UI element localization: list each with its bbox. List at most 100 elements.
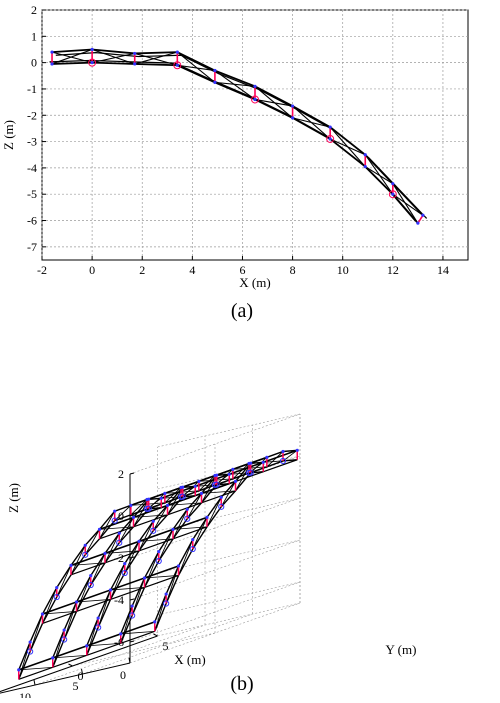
node-marker bbox=[253, 97, 257, 102]
hub-marker bbox=[87, 581, 94, 589]
y-tick-label: -5 bbox=[27, 187, 37, 201]
hub-marker bbox=[247, 469, 254, 476]
x-tick-label: -2 bbox=[37, 263, 47, 277]
x-tick-label: 0 bbox=[120, 668, 126, 682]
z-tick-mark bbox=[129, 472, 135, 475]
plot-a-xlabel: X (m) bbox=[239, 275, 270, 290]
node-marker bbox=[199, 491, 204, 495]
transverse-diagonal bbox=[172, 526, 208, 530]
hub-marker bbox=[184, 515, 191, 522]
axis-edge-x bbox=[0, 662, 131, 694]
node-marker bbox=[69, 563, 73, 568]
node-marker bbox=[175, 50, 179, 54]
node-marker bbox=[197, 479, 201, 483]
transverse-diagonal bbox=[86, 642, 121, 647]
arch-diagonal bbox=[186, 493, 202, 519]
diagonal-member bbox=[91, 48, 135, 65]
node-marker bbox=[253, 84, 257, 88]
node-marker bbox=[129, 503, 133, 507]
node-marker bbox=[191, 538, 195, 542]
diagonal-member bbox=[254, 98, 293, 107]
z-tick-label: -4 bbox=[114, 593, 124, 607]
transverse-diagonal bbox=[99, 526, 134, 530]
node-marker bbox=[193, 484, 197, 488]
y-tick-label: -6 bbox=[27, 214, 37, 228]
node-marker bbox=[85, 644, 89, 648]
diagonal-member bbox=[134, 52, 178, 66]
arch-diagonal bbox=[131, 577, 145, 616]
hub-marker bbox=[145, 505, 152, 512]
y-tick-label: 2 bbox=[31, 3, 37, 17]
hub-marker bbox=[155, 557, 162, 565]
node-marker bbox=[96, 616, 100, 620]
node-marker bbox=[231, 467, 235, 471]
node-marker bbox=[51, 656, 55, 660]
node-marker bbox=[261, 460, 265, 464]
arch-diagonal bbox=[56, 565, 72, 598]
transverse-diagonal bbox=[133, 514, 168, 518]
arch-diagonal bbox=[70, 545, 86, 576]
node-marker bbox=[295, 448, 299, 452]
diagonal-member bbox=[134, 51, 178, 65]
node-marker bbox=[133, 51, 137, 56]
hub-marker bbox=[179, 493, 186, 500]
node-marker bbox=[83, 543, 87, 547]
node-marker bbox=[90, 47, 94, 52]
node-marker bbox=[164, 592, 168, 596]
node-marker bbox=[74, 600, 79, 604]
arch-diagonal bbox=[42, 587, 58, 624]
grid-line bbox=[157, 413, 301, 448]
node-marker bbox=[157, 550, 161, 554]
node-marker bbox=[363, 153, 367, 157]
node-marker bbox=[89, 574, 93, 578]
hub-marker bbox=[388, 190, 397, 199]
node-marker bbox=[215, 473, 219, 477]
arch-diagonal bbox=[84, 529, 100, 555]
x-tick-label: 4 bbox=[189, 263, 195, 277]
hub-marker bbox=[27, 648, 34, 655]
node-marker bbox=[117, 531, 121, 535]
arch-diagonal bbox=[172, 509, 188, 540]
arch-diagonal bbox=[216, 469, 234, 485]
diagonal-member bbox=[292, 117, 331, 128]
node-marker bbox=[265, 455, 269, 459]
node-marker bbox=[281, 449, 285, 454]
node-marker bbox=[175, 63, 179, 67]
node-marker bbox=[159, 496, 163, 500]
grid-line bbox=[72, 632, 216, 667]
hub-marker bbox=[251, 95, 259, 104]
panel-b-3d-view: 20-2-4-6051015-505 Z (m) X (m) Y (m) (b) bbox=[0, 413, 416, 703]
y-tick-label: 1 bbox=[31, 29, 37, 43]
node-marker bbox=[90, 61, 94, 65]
node-marker bbox=[113, 509, 117, 513]
node-marker bbox=[391, 192, 395, 196]
y-tick-label: 5 bbox=[163, 639, 169, 653]
z-tick-mark bbox=[129, 640, 135, 643]
diagonal-member bbox=[51, 51, 93, 64]
arch-diagonal bbox=[114, 505, 132, 521]
arch-diagonal bbox=[63, 601, 77, 640]
node-marker bbox=[233, 479, 238, 483]
caption-a: (a) bbox=[231, 300, 253, 322]
node-marker bbox=[227, 472, 231, 476]
arch-diagonal bbox=[178, 539, 194, 576]
y-tick-label: -4 bbox=[27, 161, 37, 175]
node-marker bbox=[123, 562, 127, 566]
grid-line bbox=[157, 581, 301, 616]
node-marker bbox=[163, 491, 167, 495]
node-marker bbox=[131, 515, 136, 520]
arch-diagonal bbox=[182, 481, 200, 497]
arch-diagonal bbox=[250, 457, 268, 473]
arch-diagonal bbox=[130, 499, 148, 516]
arch-diagonal bbox=[86, 617, 99, 656]
plot-a-frame bbox=[41, 9, 469, 261]
node-marker bbox=[421, 213, 425, 217]
node-marker bbox=[249, 461, 253, 465]
arch-diagonal bbox=[97, 589, 111, 628]
plot-b-xlabel: X (m) bbox=[174, 652, 205, 667]
node-marker bbox=[290, 104, 295, 108]
x-tick-label: 14 bbox=[437, 263, 449, 277]
